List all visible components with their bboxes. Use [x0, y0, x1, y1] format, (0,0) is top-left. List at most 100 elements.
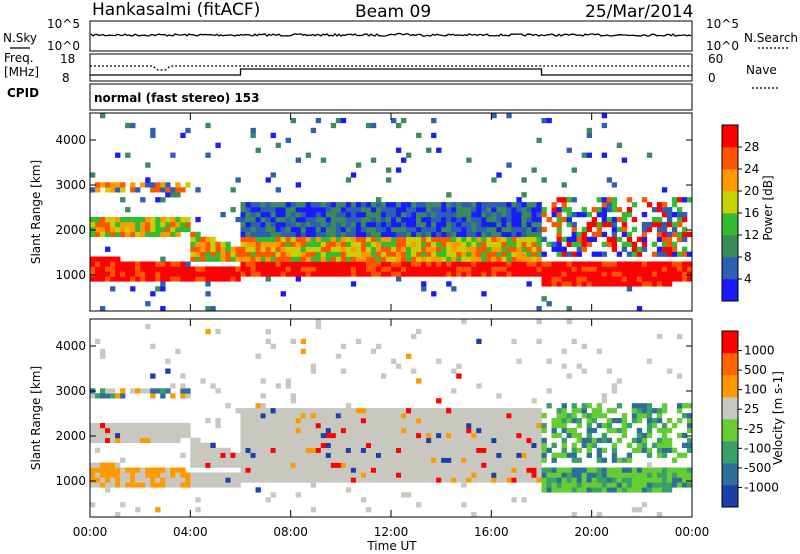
power-cell: [556, 212, 562, 218]
power-cell: [200, 276, 206, 282]
power-cell: [671, 226, 678, 233]
power-cell: [456, 226, 462, 233]
power-cell: [145, 226, 151, 233]
velocity-cell: [365, 467, 372, 473]
velocity-cell: [175, 482, 181, 488]
velocity-cell: [651, 418, 658, 424]
power-cell: [270, 271, 276, 277]
power-cell: [486, 216, 492, 223]
power-cell: [380, 256, 387, 262]
velocity-cell: [686, 477, 693, 483]
power-cell: [611, 216, 618, 223]
power-cell: [591, 266, 597, 272]
velocity-cell: [120, 482, 126, 488]
power-cell: [496, 221, 502, 228]
power-cell: [431, 266, 437, 272]
velocity-cell: [210, 452, 216, 458]
power-cell: [315, 236, 322, 242]
velocity-cell: [511, 338, 517, 345]
power-cell: [571, 271, 577, 277]
velocity-cell: [350, 442, 357, 448]
x-tick-label: 16:00: [474, 525, 509, 539]
power-cell: [385, 241, 392, 247]
velocity-cell: [140, 422, 146, 429]
power-cell: [160, 281, 166, 287]
velocity-cell: [561, 408, 567, 414]
velocity-cell: [686, 472, 693, 478]
velocity-cell: [210, 442, 216, 448]
velocity-cell: [611, 452, 618, 458]
power-cell: [370, 157, 377, 163]
velocity-cell: [601, 398, 608, 404]
velocity-cell: [365, 477, 372, 483]
power-cell: [546, 276, 552, 282]
velocity-cell: [205, 418, 211, 424]
power-cell: [531, 271, 537, 277]
velocity-cell: [125, 482, 131, 488]
velocity-cell: [305, 452, 312, 458]
power-cell: [190, 256, 196, 262]
velocity-cell: [100, 388, 106, 394]
velocity-cell: [631, 437, 638, 444]
power-cell: [391, 266, 397, 272]
velocity-cell: [626, 457, 633, 463]
power-cell: [305, 266, 312, 272]
velocity-cell: [250, 447, 256, 453]
velocity-cell: [285, 452, 291, 458]
power-cell: [180, 271, 186, 277]
power-cell: [486, 241, 492, 247]
velocity-cell: [100, 472, 106, 478]
power-cell: [521, 221, 527, 228]
power-cell: [681, 216, 688, 223]
power-cell: [240, 256, 246, 262]
velocity-cell: [576, 477, 582, 483]
velocity-cell: [601, 447, 608, 453]
velocity-cell: [320, 442, 327, 448]
power-cell: [355, 241, 362, 247]
power-cell: [275, 202, 281, 208]
velocity-cell: [90, 432, 96, 439]
velocity-cell: [501, 442, 507, 448]
velocity-cell: [496, 462, 502, 468]
velocity-cell: [561, 418, 567, 424]
velocity-cell: [170, 427, 176, 434]
power-cell: [511, 251, 517, 257]
velocity-cell: [466, 477, 472, 483]
power-cell: [551, 276, 557, 282]
velocity-cell: [285, 442, 291, 448]
velocity-cell: [330, 447, 337, 453]
power-cell: [340, 236, 347, 242]
velocity-cell: [671, 422, 678, 429]
velocity-cell: [511, 427, 517, 434]
power-cell: [686, 271, 693, 277]
velocity-cell: [426, 422, 432, 429]
velocity-cell: [491, 432, 497, 439]
velocity-cell: [576, 408, 582, 414]
nsearch-right-tick-bottom: 10^0: [706, 39, 739, 53]
velocity-cell: [220, 472, 226, 478]
power-cell: [521, 251, 527, 257]
power-cell: [501, 216, 507, 223]
velocity-cell: [686, 467, 693, 473]
power-cell: [446, 266, 452, 272]
power-cell: [441, 236, 447, 242]
power-cell: [295, 216, 301, 223]
velocity-cell: [345, 427, 352, 434]
velocity-cell: [391, 462, 397, 468]
power-cell: [345, 231, 352, 238]
velocity-cell: [290, 393, 296, 399]
power-cell: [681, 251, 688, 257]
velocity-cell: [370, 452, 377, 458]
colorbar-swatch: [722, 485, 738, 508]
power-cell: [436, 231, 442, 238]
velocity-cell: [295, 452, 301, 458]
power-cell: [255, 202, 261, 208]
velocity-cell: [516, 477, 522, 483]
velocity-cell: [290, 408, 296, 414]
power-cell: [155, 221, 161, 228]
velocity-cell: [160, 393, 166, 399]
power-cell: [636, 246, 643, 252]
velocity-cell: [215, 328, 221, 335]
velocity-cell: [105, 422, 111, 429]
velocity-cell: [481, 413, 487, 419]
